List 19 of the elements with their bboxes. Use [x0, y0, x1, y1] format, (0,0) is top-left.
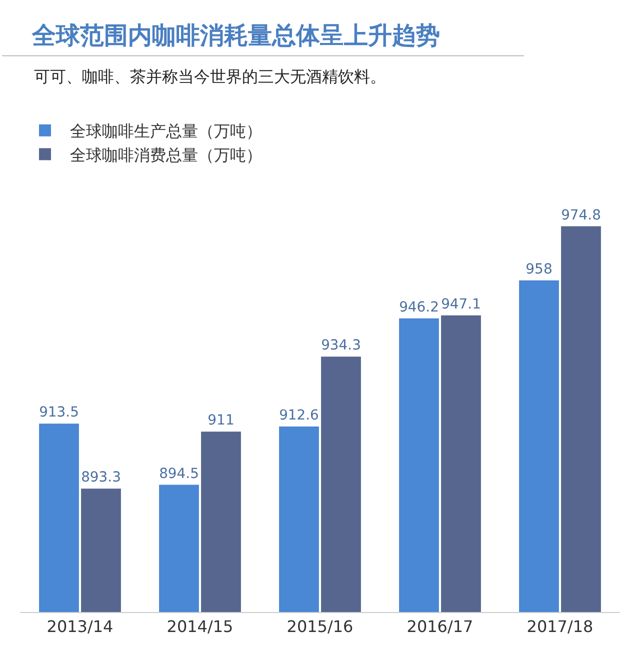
data-label: 912.6	[279, 408, 319, 424]
x-tick-label: 2017/18	[526, 617, 594, 636]
x-tick-label: 2014/15	[166, 617, 234, 636]
data-label: 974.8	[561, 207, 601, 224]
x-tick-label: 2013/14	[46, 617, 114, 636]
data-label: 934.3	[321, 338, 361, 354]
x-tick-label: 2016/17	[406, 617, 474, 636]
data-label: 958	[526, 261, 552, 278]
data-label: 913.5	[39, 404, 79, 421]
data-label: 894.5	[159, 466, 199, 482]
legend-label: 全球咖啡生产总量（万吨）	[70, 122, 262, 141]
chart-title: 全球范围内咖啡消耗量总体呈上升趋势	[31, 21, 440, 50]
data-label: 946.2	[399, 299, 439, 316]
chart-subtitle: 可可、咖啡、茶并称当今世界的三大无酒精饮料。	[34, 67, 386, 86]
x-tick-label: 2015/16	[286, 617, 354, 636]
data-label: 947.1	[441, 296, 481, 312]
data-label: 893.3	[81, 470, 121, 486]
data-label: 911	[208, 412, 234, 429]
legend-label: 全球咖啡消费总量（万吨）	[70, 145, 262, 164]
